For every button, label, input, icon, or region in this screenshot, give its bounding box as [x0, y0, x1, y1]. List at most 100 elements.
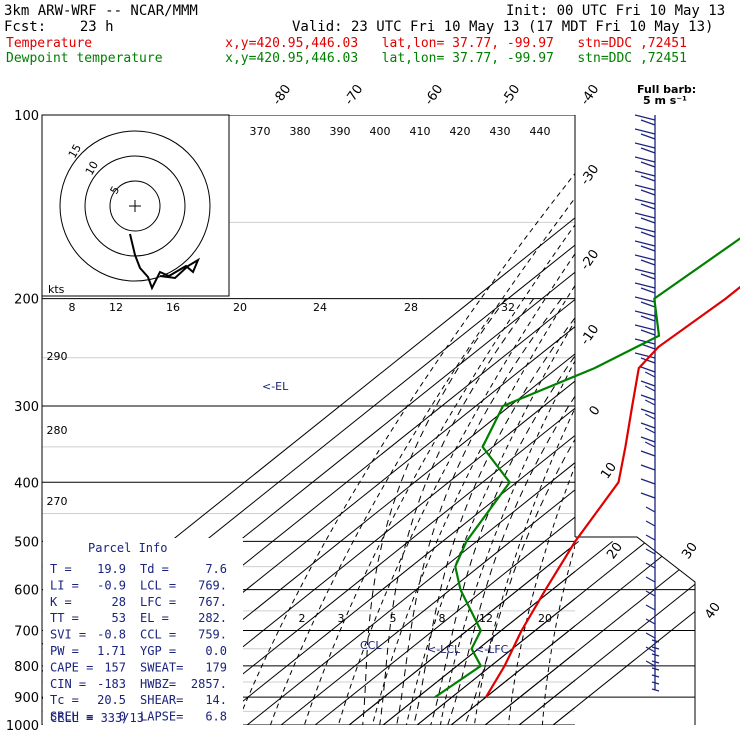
pressure-label-1000: 1000 — [6, 719, 39, 734]
parcel-row-value: 179 — [205, 660, 227, 674]
parcel-row-value: 14. — [205, 693, 227, 707]
moist-adiabat — [379, 298, 535, 725]
isotherm-low — [552, 540, 695, 725]
theta-label: 280 — [47, 424, 68, 437]
wind-barb — [634, 310, 656, 317]
moist-adiabat — [362, 298, 507, 725]
wind-barb — [640, 147, 656, 154]
wind-barb — [645, 506, 656, 513]
theta-e-label: 410 — [410, 125, 431, 138]
isotherm — [212, 434, 575, 725]
wind-barb — [644, 413, 656, 420]
isotherm-label: -30 — [578, 162, 602, 188]
wind-barb — [640, 492, 656, 499]
hodograph-ring-label: 10 — [83, 159, 101, 178]
parcel-row-label: T = — [50, 562, 72, 576]
parcel-row-label: CAPE = — [50, 660, 93, 674]
pressure-label-400: 400 — [14, 476, 39, 491]
forecast-hour: Fcst: 23 h — [4, 19, 114, 35]
theta-e-label: 400 — [370, 125, 391, 138]
parcel-row-value: 0.0 — [205, 644, 227, 658]
parcel-row-label: Td = — [140, 562, 169, 576]
wind-barb — [645, 604, 656, 611]
parcel-row-value: 759. — [198, 628, 227, 642]
parcel-row-label: SVI = — [50, 628, 86, 642]
el-marker: <-EL — [262, 380, 289, 393]
pressure-label-700: 700 — [14, 625, 39, 640]
hodograph-kts-label: kts — [48, 283, 65, 296]
wind-barb — [640, 357, 656, 364]
parcel-row-label: SHEAR= — [140, 693, 183, 707]
parcel-row-label: EL = — [140, 611, 169, 625]
theta-e-label: 430 — [490, 125, 511, 138]
parcel-row-value: 19.9 — [97, 562, 126, 576]
parcel-row-label: Tc = — [50, 693, 79, 707]
mixing-ratio-label: 2 — [299, 612, 306, 625]
wind-barb — [645, 576, 656, 583]
wind-barb — [645, 618, 656, 625]
parcel-row-value: 767. — [198, 595, 227, 609]
parcel-row-value: 157 — [104, 660, 126, 674]
hodograph-speed-tick: 16 — [166, 301, 180, 314]
parcel-row-label: SREH = — [50, 710, 93, 724]
mixing-ratio-label: 12 — [479, 612, 493, 625]
parcel-row-label: K = — [50, 595, 72, 609]
parcel-info-title: Parcel Info — [88, 541, 167, 555]
wind-barb — [640, 161, 656, 168]
parcel-row-value: 6.8 — [205, 710, 227, 724]
barb-legend-units: 5 m s⁻¹ — [643, 94, 687, 107]
dry-adiabat — [405, 319, 575, 725]
parcel-row-label: CIN = — [50, 677, 86, 691]
wind-barb — [634, 324, 656, 331]
wind-barb — [645, 562, 656, 569]
wind-barb — [634, 128, 656, 135]
parcel-row-label: TT = — [50, 611, 79, 625]
isotherm-label: -60 — [422, 82, 446, 108]
wind-barb — [640, 273, 656, 280]
parcel-row-label: LI = — [50, 578, 79, 592]
barb-legend-title: Full barb: — [637, 83, 696, 96]
dry-adiabat — [644, 115, 740, 725]
wind-barb — [640, 217, 656, 224]
wind-barb — [645, 548, 656, 555]
isotherm-label: 10 — [598, 460, 620, 482]
isotherm — [382, 570, 575, 725]
wind-barb — [640, 301, 656, 308]
isotherm — [450, 625, 575, 725]
isotherm-label: 40 — [702, 600, 724, 622]
wind-barb-low — [651, 653, 660, 657]
wind-barb — [634, 114, 656, 121]
temperature-profile — [485, 285, 740, 698]
wind-barb — [640, 231, 656, 238]
valid-time: Valid: 23 UTC Fri 10 May 13 (17 MDT Fri … — [292, 19, 714, 35]
wind-barb — [640, 329, 656, 336]
model-title: 3km ARW-WRF -- NCAR/MMM — [4, 3, 198, 19]
hodograph-ring-3 — [59, 130, 211, 282]
theta-label: 290 — [47, 350, 68, 363]
mixing-ratio-label: 3 — [338, 612, 345, 625]
pressure-label-900: 900 — [14, 691, 39, 706]
parcel-row-value: 2857. — [191, 677, 227, 691]
isotherm — [246, 462, 575, 725]
dry-adiabat — [337, 252, 575, 725]
dewpoint-profile — [434, 237, 740, 699]
isotherm — [416, 598, 575, 725]
isotherm-label: 20 — [604, 540, 626, 562]
lcl-marker: <-LCL — [427, 643, 461, 656]
dewpoint-legend: Dewpoint temperature x,y=420.95,446.03 l… — [6, 51, 687, 66]
parcel-row-value: 53 — [112, 611, 126, 625]
isotherm-label: -10 — [578, 322, 602, 348]
parcel-row-label: HWBZ= — [140, 677, 176, 691]
wind-barb — [640, 464, 656, 471]
wind-barb — [634, 184, 656, 191]
wind-barb-low — [651, 688, 660, 692]
wind-barb-low — [651, 646, 660, 650]
hodograph-speed-tick: 20 — [233, 301, 247, 314]
plot-frame-extension — [575, 536, 696, 725]
theta-e-label: 420 — [450, 125, 471, 138]
dry-adiabat — [269, 197, 575, 725]
parcel-row-label: LCL = — [140, 578, 176, 592]
wind-barb — [640, 245, 656, 252]
mixing-ratio-label: 5 — [390, 612, 397, 625]
wind-barb — [644, 385, 656, 392]
